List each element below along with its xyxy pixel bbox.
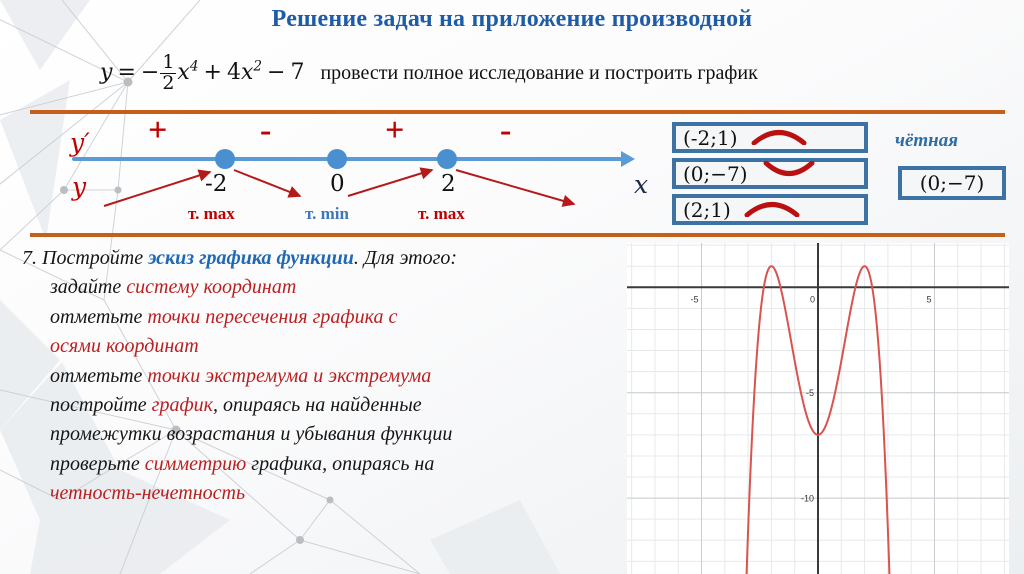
step-text-highlight: четность-нечетность (50, 482, 246, 505)
info-box-coordinate: (-2;1) (683, 125, 738, 150)
step-text: задайте (50, 276, 127, 299)
root-dot-2 (437, 149, 457, 169)
extremum-arrows (103, 167, 576, 207)
step-line: 7. Постройте эскиз графика функции. Для … (22, 246, 622, 270)
step-text-highlight: точки пересечения графика с (147, 305, 398, 328)
info-box-max-right: (2;1) (672, 194, 868, 225)
info-box-max-left: (-2;1) (672, 122, 868, 153)
step-text-highlight: осями координат (50, 335, 199, 358)
formula-plus: + (203, 60, 222, 85)
extremum-label-max-right: т. max (418, 204, 465, 223)
svg-text:-5: -5 (691, 294, 699, 304)
fraction-numerator: 1 (162, 51, 175, 74)
root-dot-minus-2 (215, 149, 235, 169)
formula-instruction: провести полное исследование и построить… (320, 61, 758, 84)
formula-minus2: − (267, 60, 286, 85)
step-text: отметьте (50, 364, 148, 387)
parity-label: чётная (895, 130, 959, 151)
svg-text:5: 5 (926, 294, 931, 304)
step-text: 7. Постройте (22, 247, 149, 269)
formula-constant: 7 (290, 60, 305, 85)
step-line: промежутки возрастания и убывания функци… (22, 422, 622, 446)
fraction-denominator: 2 (160, 71, 177, 94)
root-label-2: 2 (441, 171, 456, 197)
step-text: проверьте (50, 452, 145, 475)
formula-term1-var: x (177, 60, 190, 85)
formula-term2-var: x (240, 60, 254, 85)
steps-text-block: 7. Постройте эскиз графика функции. Для … (22, 246, 622, 511)
formula-expression: y = −1 2 x4 +4x2−7 (100, 51, 305, 94)
function-graph: -5 0 5 -5 -10 (627, 243, 1009, 574)
number-line-arrowhead-icon (621, 151, 635, 167)
divider-bottom (30, 233, 1005, 237)
parity-point-box: (0;−7) (898, 166, 1006, 200)
number-line-axis (72, 157, 627, 161)
svg-text:0: 0 (810, 294, 815, 304)
step-line: задайте систему координат (22, 275, 622, 299)
step-line: постройте график, опираясь на найденные (22, 393, 622, 417)
extremum-points-boxes: (-2;1) (0;−7) (2;1) (672, 122, 868, 230)
sign-interval-3: + (385, 112, 405, 149)
extremum-label-min: т. min (305, 204, 349, 223)
step-text: промежутки возрастания и убывания функци… (50, 423, 453, 446)
info-box-min: (0;−7) (672, 158, 868, 189)
step-text: графика, опираясь на (246, 452, 435, 475)
formula-equals: = (117, 60, 136, 85)
step-text: . Для этого: (353, 247, 458, 269)
formula-term2-power: 2 (253, 58, 263, 75)
step-text: отметьте (50, 305, 148, 328)
step-text: , опираясь на найденные (213, 393, 422, 416)
extremum-label-max-left: т. max (188, 204, 235, 223)
step-line: осями координат (22, 334, 622, 358)
parity-point-coordinate: (0;−7) (919, 171, 985, 195)
chart-axes (627, 243, 1009, 574)
sign-chart: y′ y x -2 0 2 + - + - т. max т. min т. m… (0, 112, 660, 232)
sign-interval-4: - (500, 112, 512, 149)
svg-text:-10: -10 (801, 494, 814, 504)
formula-lhs: y (100, 60, 113, 85)
function-curve (745, 265, 891, 574)
sign-interval-1: + (148, 112, 168, 149)
svg-text:-5: -5 (806, 388, 814, 398)
root-dot-0 (327, 149, 347, 169)
formula-term2-coeff: 4 (226, 60, 241, 85)
concave-up-arc-icon (760, 160, 818, 186)
axis-label-x: x (634, 170, 649, 199)
step-text-highlight: эскиз графика функции (148, 247, 354, 269)
step-text-highlight: систему координат (126, 276, 297, 299)
label-y-prime: y′ (70, 128, 90, 157)
formula-term1-power: 4 (189, 58, 199, 75)
step-text-highlight: точки экстремума и экстремума (147, 364, 432, 387)
label-y: y (72, 172, 87, 201)
sign-interval-2: - (260, 112, 272, 149)
formula-row: y = −1 2 x4 +4x2−7 провести полное исследован… (100, 46, 758, 100)
step-text-highlight: график (151, 393, 213, 416)
page-title: Решение задач на приложение производной (271, 6, 753, 32)
concave-down-arc-icon (743, 197, 801, 222)
divider-top (30, 110, 1005, 114)
info-box-coordinate: (0;−7) (683, 161, 748, 186)
step-line: отметьте точки пересечения графика с (22, 305, 622, 329)
info-box-coordinate: (2;1) (683, 197, 731, 222)
step-text: постройте (50, 393, 152, 416)
formula-minus: − (140, 60, 160, 85)
function-graph-panel: -5 0 5 -5 -10 (627, 243, 1009, 574)
step-line: отметьте точки экстремума и экстремума (22, 364, 622, 388)
step-text-highlight: симметрию (144, 452, 247, 475)
root-label-minus-2: -2 (205, 171, 228, 197)
concave-down-arc-icon (750, 125, 808, 150)
tick-labels: -5 0 5 -5 -10 (691, 294, 932, 503)
step-line: четность-нечетность (22, 481, 622, 505)
root-label-0: 0 (330, 171, 345, 197)
step-line: проверьте симметрию графика, опираясь на (22, 452, 622, 476)
